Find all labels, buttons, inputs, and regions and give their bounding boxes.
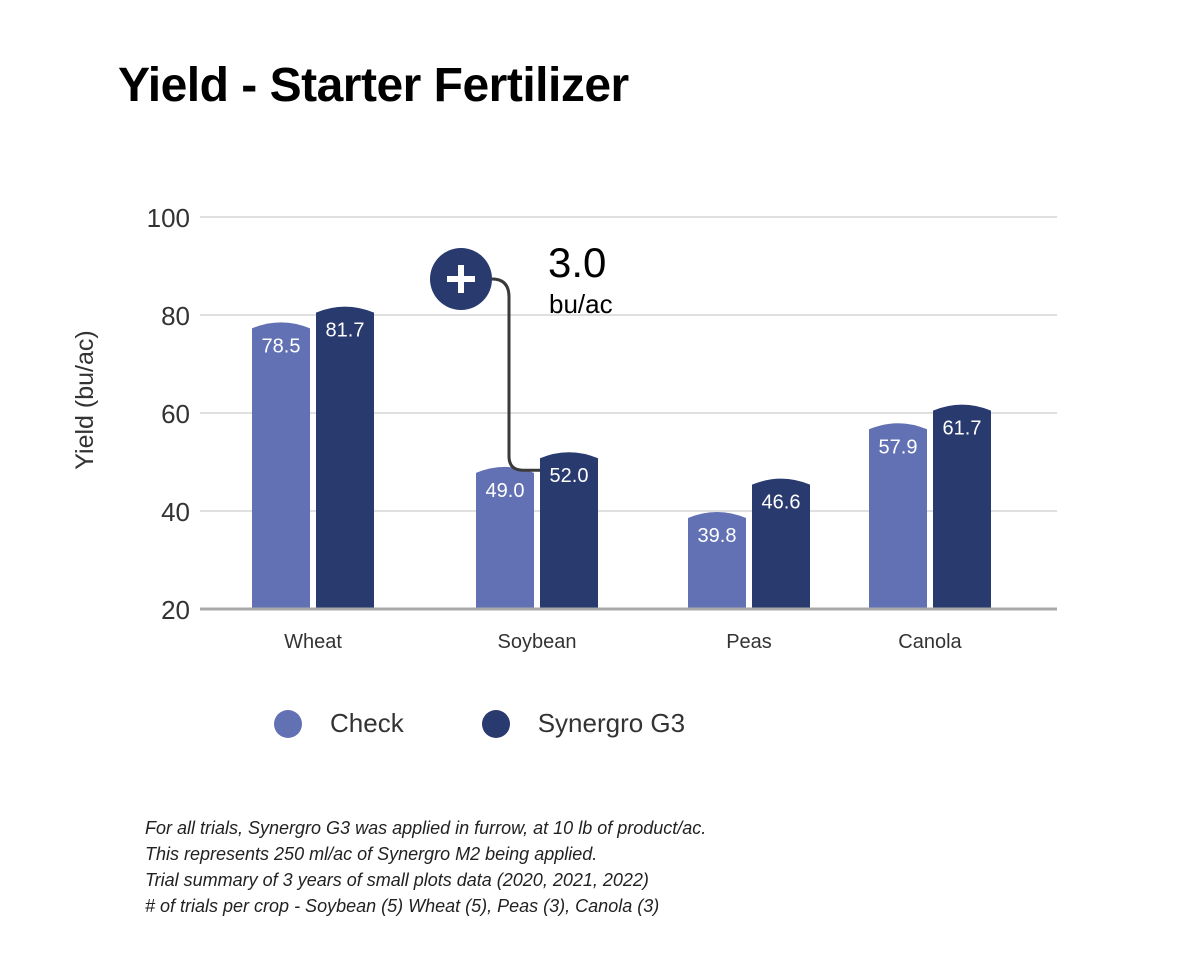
bar-chart: 20 40 60 80 100 Yield (bu/ac) 78.5 81.7 49.0 52…: [71, 203, 1057, 653]
legend-swatch-synergro: [481, 709, 510, 738]
annotation-unit: bu/ac: [549, 289, 613, 319]
bar-group-item: 49.0: [476, 466, 534, 609]
bar-group-item: 78.5: [252, 322, 310, 609]
bar-value-label: 61.7: [943, 418, 982, 440]
y-tick-label: 80: [161, 301, 190, 331]
bar-value-label: 39.8: [698, 525, 737, 547]
footnote-line: # of trials per crop - Soybean (5) Wheat…: [145, 896, 660, 916]
bar: [688, 511, 746, 609]
y-tick-label: 40: [161, 497, 190, 527]
footnote-line: This represents 250 ml/ac of Synergro M2…: [145, 844, 598, 864]
chart-title: Yield - Starter Fertilizer: [118, 59, 629, 112]
bar-group-item: 52.0: [540, 452, 598, 609]
footnote-line: For all trials, Synergro G3 was applied …: [145, 818, 707, 838]
bar-value-label: 81.7: [326, 320, 365, 342]
footnotes: For all trials, Synergro G3 was applied …: [145, 815, 706, 919]
bar: [752, 478, 810, 609]
bar: [476, 466, 534, 609]
plus-icon: [447, 265, 475, 293]
y-tick-label: 20: [161, 595, 190, 625]
footnote-line: Trial summary of 3 years of small plots …: [145, 870, 649, 890]
bar-value-label: 57.9: [879, 436, 918, 458]
y-axis-label: Yield (bu/ac): [71, 330, 99, 469]
bar-value-label: 52.0: [550, 465, 589, 487]
bar: [252, 322, 310, 609]
legend: Check Synergro G3: [274, 708, 763, 739]
y-tick-label: 60: [161, 399, 190, 429]
legend-swatch-check: [274, 709, 302, 738]
x-tick-label: Wheat: [284, 631, 342, 653]
x-tick-labels: Wheat Soybean Peas Canola: [284, 631, 962, 653]
annotation: 3.0 bu/ac: [430, 239, 613, 472]
legend-label-synergro: Synergro G3: [537, 708, 686, 738]
y-tick-labels: 20 40 60 80 100: [147, 203, 190, 625]
bar: [933, 404, 991, 609]
legend-label-check: Check: [330, 708, 404, 738]
bar-group-item: 81.7: [316, 306, 374, 609]
bar-group-item: 57.9: [869, 423, 927, 609]
bar-group-item: 46.6: [752, 478, 810, 609]
x-tick-label: Peas: [726, 631, 772, 653]
bar: [316, 306, 374, 609]
bar-group-item: 39.8: [688, 511, 746, 609]
bar-value-label: 46.6: [762, 492, 801, 514]
bar-group-item: 61.7: [933, 404, 991, 609]
annotation-connector: [491, 277, 540, 472]
x-tick-label: Canola: [898, 631, 962, 653]
bars: 78.5 81.7 49.0 52.0 39.8 46.6 57.9 61.7: [252, 306, 991, 609]
bar-value-label: 49.0: [486, 480, 525, 502]
x-tick-label: Soybean: [498, 631, 577, 653]
legend-item-synergro: Synergro G3: [481, 708, 686, 739]
y-tick-label: 100: [147, 203, 190, 233]
bar: [869, 423, 927, 609]
legend-item-check: Check: [274, 708, 404, 739]
bar-value-label: 78.5: [262, 335, 301, 357]
bar: [540, 452, 598, 609]
annotation-value: 3.0: [548, 239, 606, 286]
